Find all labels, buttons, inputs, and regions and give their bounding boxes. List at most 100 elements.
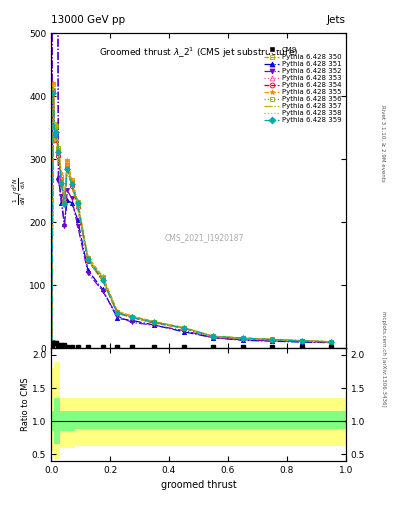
Pythia 6.428 356 bbox=[51, 87, 56, 93]
Pythia 6.428 359 bbox=[52, 132, 57, 138]
Pythia 6.428 350 bbox=[56, 146, 61, 153]
Pythia 6.428 355 bbox=[152, 318, 156, 325]
Pythia 6.428 353 bbox=[115, 309, 120, 315]
Pythia 6.428 351 bbox=[75, 217, 80, 223]
Pythia 6.428 359 bbox=[211, 333, 216, 339]
Pythia 6.428 357 bbox=[182, 325, 186, 331]
Pythia 6.428 355 bbox=[182, 325, 186, 331]
Pythia 6.428 356 bbox=[54, 123, 59, 129]
Text: mcplots.cern.ch [arXiv:1306.3436]: mcplots.cern.ch [arXiv:1306.3436] bbox=[381, 311, 386, 406]
Pythia 6.428 352 bbox=[211, 334, 216, 340]
Pythia 6.428 356 bbox=[241, 335, 245, 341]
Pythia 6.428 352 bbox=[62, 223, 67, 229]
Pythia 6.428 350 bbox=[130, 313, 134, 319]
Pythia 6.428 354 bbox=[182, 325, 186, 331]
Pythia 6.428 359 bbox=[69, 181, 74, 187]
Pythia 6.428 358 bbox=[86, 255, 90, 261]
Pythia 6.428 355 bbox=[100, 273, 105, 280]
Pythia 6.428 354 bbox=[62, 199, 67, 205]
Pythia 6.428 350 bbox=[152, 319, 156, 325]
Pythia 6.428 358 bbox=[329, 338, 333, 345]
Line: Pythia 6.428 356: Pythia 6.428 356 bbox=[50, 88, 333, 344]
Pythia 6.428 358 bbox=[59, 175, 64, 181]
CMS bbox=[329, 344, 333, 350]
Pythia 6.428 354 bbox=[241, 335, 245, 342]
Pythia 6.428 350 bbox=[182, 325, 186, 331]
Pythia 6.428 359 bbox=[50, 339, 54, 345]
Pythia 6.428 353 bbox=[329, 338, 333, 345]
Pythia 6.428 359 bbox=[59, 179, 64, 185]
Pythia 6.428 355 bbox=[50, 338, 54, 345]
Pythia 6.428 357 bbox=[75, 205, 80, 211]
Pythia 6.428 356 bbox=[152, 319, 156, 325]
Pythia 6.428 356 bbox=[69, 180, 74, 186]
Pythia 6.428 359 bbox=[152, 319, 156, 325]
Pythia 6.428 352 bbox=[69, 195, 74, 201]
Pythia 6.428 356 bbox=[115, 309, 120, 315]
CMS bbox=[75, 344, 80, 350]
Pythia 6.428 353 bbox=[182, 325, 186, 331]
Pythia 6.428 354 bbox=[69, 183, 74, 189]
X-axis label: groomed thrust: groomed thrust bbox=[161, 480, 236, 490]
Pythia 6.428 350 bbox=[65, 158, 70, 164]
Pythia 6.428 353 bbox=[100, 275, 105, 282]
Pythia 6.428 353 bbox=[270, 336, 275, 343]
Pythia 6.428 354 bbox=[130, 314, 134, 321]
Pythia 6.428 357 bbox=[270, 337, 275, 343]
Pythia 6.428 354 bbox=[59, 181, 64, 187]
Pythia 6.428 354 bbox=[52, 137, 57, 143]
Pythia 6.428 358 bbox=[56, 145, 61, 152]
Pythia 6.428 359 bbox=[270, 336, 275, 343]
Line: Pythia 6.428 359: Pythia 6.428 359 bbox=[50, 91, 333, 344]
Pythia 6.428 353 bbox=[75, 202, 80, 208]
Text: 13000 GeV pp: 13000 GeV pp bbox=[51, 14, 125, 25]
Pythia 6.428 355 bbox=[241, 335, 245, 341]
Pythia 6.428 356 bbox=[62, 200, 67, 206]
Pythia 6.428 351 bbox=[241, 337, 245, 344]
Pythia 6.428 357 bbox=[62, 202, 67, 208]
Pythia 6.428 358 bbox=[211, 333, 216, 339]
Pythia 6.428 350 bbox=[62, 199, 67, 205]
Pythia 6.428 354 bbox=[56, 153, 61, 159]
Pythia 6.428 359 bbox=[65, 166, 70, 173]
Pythia 6.428 358 bbox=[51, 83, 56, 90]
Pythia 6.428 352 bbox=[299, 338, 304, 345]
CMS bbox=[241, 344, 245, 350]
Pythia 6.428 353 bbox=[299, 338, 304, 344]
Pythia 6.428 355 bbox=[54, 122, 59, 128]
CMS bbox=[152, 344, 156, 350]
Pythia 6.428 353 bbox=[54, 123, 59, 130]
Pythia 6.428 354 bbox=[50, 339, 54, 345]
Pythia 6.428 354 bbox=[51, 88, 56, 94]
Pythia 6.428 356 bbox=[52, 134, 57, 140]
CMS bbox=[100, 344, 105, 350]
Pythia 6.428 351 bbox=[86, 267, 90, 273]
Pythia 6.428 351 bbox=[100, 286, 105, 292]
Pythia 6.428 357 bbox=[130, 315, 134, 321]
Text: Jets: Jets bbox=[327, 14, 346, 25]
Pythia 6.428 358 bbox=[50, 339, 54, 345]
Pythia 6.428 350 bbox=[54, 121, 59, 127]
Pythia 6.428 356 bbox=[50, 339, 54, 345]
Pythia 6.428 357 bbox=[211, 334, 216, 340]
Pythia 6.428 357 bbox=[54, 133, 59, 139]
Pythia 6.428 358 bbox=[115, 309, 120, 315]
Line: Pythia 6.428 358: Pythia 6.428 358 bbox=[52, 87, 331, 342]
Legend: CMS, Pythia 6.428 350, Pythia 6.428 351, Pythia 6.428 352, Pythia 6.428 353, Pyt: CMS, Pythia 6.428 350, Pythia 6.428 351,… bbox=[261, 44, 344, 126]
Pythia 6.428 352 bbox=[182, 328, 186, 334]
Pythia 6.428 355 bbox=[270, 336, 275, 343]
Pythia 6.428 350 bbox=[241, 335, 245, 341]
Pythia 6.428 353 bbox=[69, 179, 74, 185]
Pythia 6.428 359 bbox=[299, 338, 304, 344]
Pythia 6.428 356 bbox=[56, 145, 61, 152]
Pythia 6.428 353 bbox=[86, 257, 90, 263]
CMS bbox=[59, 342, 64, 348]
Pythia 6.428 355 bbox=[59, 170, 64, 176]
CMS bbox=[270, 344, 275, 350]
Pythia 6.428 358 bbox=[69, 178, 74, 184]
CMS bbox=[56, 342, 61, 348]
Pythia 6.428 356 bbox=[182, 325, 186, 331]
Pythia 6.428 357 bbox=[329, 339, 333, 345]
Pythia 6.428 355 bbox=[56, 146, 61, 152]
Pythia 6.428 357 bbox=[241, 335, 245, 342]
